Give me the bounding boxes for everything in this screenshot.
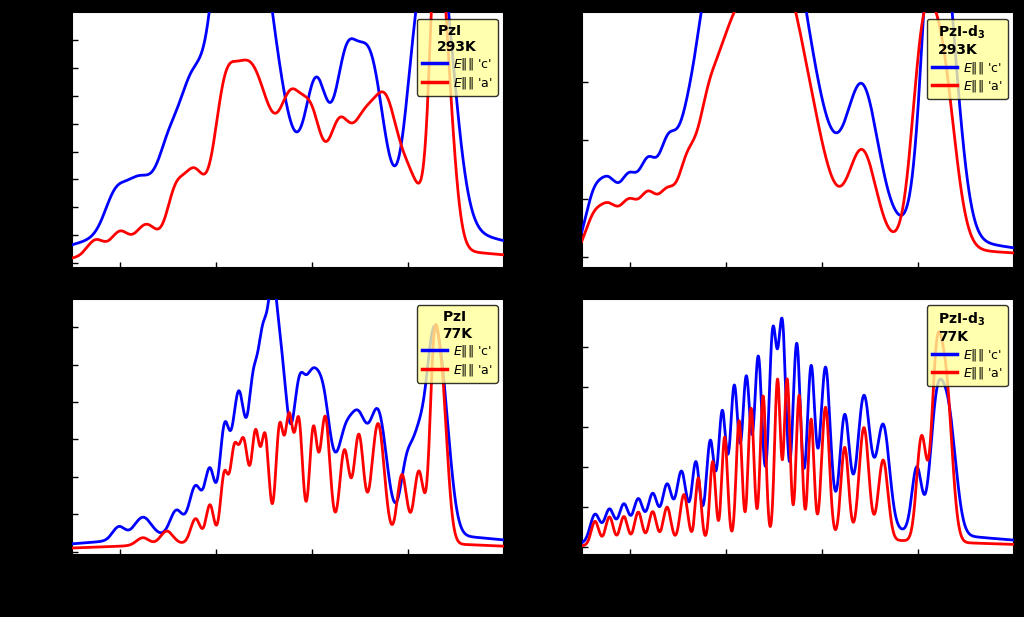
Legend: $E$$\|$$\|$ 'c', $E$$\|$$\|$ 'a': $E$$\|$$\|$ 'c', $E$$\|$$\|$ 'a' bbox=[417, 19, 498, 96]
X-axis label: Liczba falowa (cm⁻¹): Liczba falowa (cm⁻¹) bbox=[711, 580, 885, 595]
Legend: $E$$\|$$\|$ 'c', $E$$\|$$\|$ 'a': $E$$\|$$\|$ 'c', $E$$\|$$\|$ 'a' bbox=[927, 305, 1008, 386]
X-axis label: Liczba falowa (cm⁻¹): Liczba falowa (cm⁻¹) bbox=[201, 580, 375, 595]
Y-axis label: Absorbancja: Absorbancja bbox=[22, 83, 39, 198]
Y-axis label: Absorbancja: Absorbancja bbox=[22, 370, 39, 485]
Legend: $E$$\|$$\|$ 'c', $E$$\|$$\|$ 'a': $E$$\|$$\|$ 'c', $E$$\|$$\|$ 'a' bbox=[927, 19, 1008, 99]
Legend: $E$$\|$$\|$ 'c', $E$$\|$$\|$ 'a': $E$$\|$$\|$ 'c', $E$$\|$$\|$ 'a' bbox=[417, 305, 498, 383]
